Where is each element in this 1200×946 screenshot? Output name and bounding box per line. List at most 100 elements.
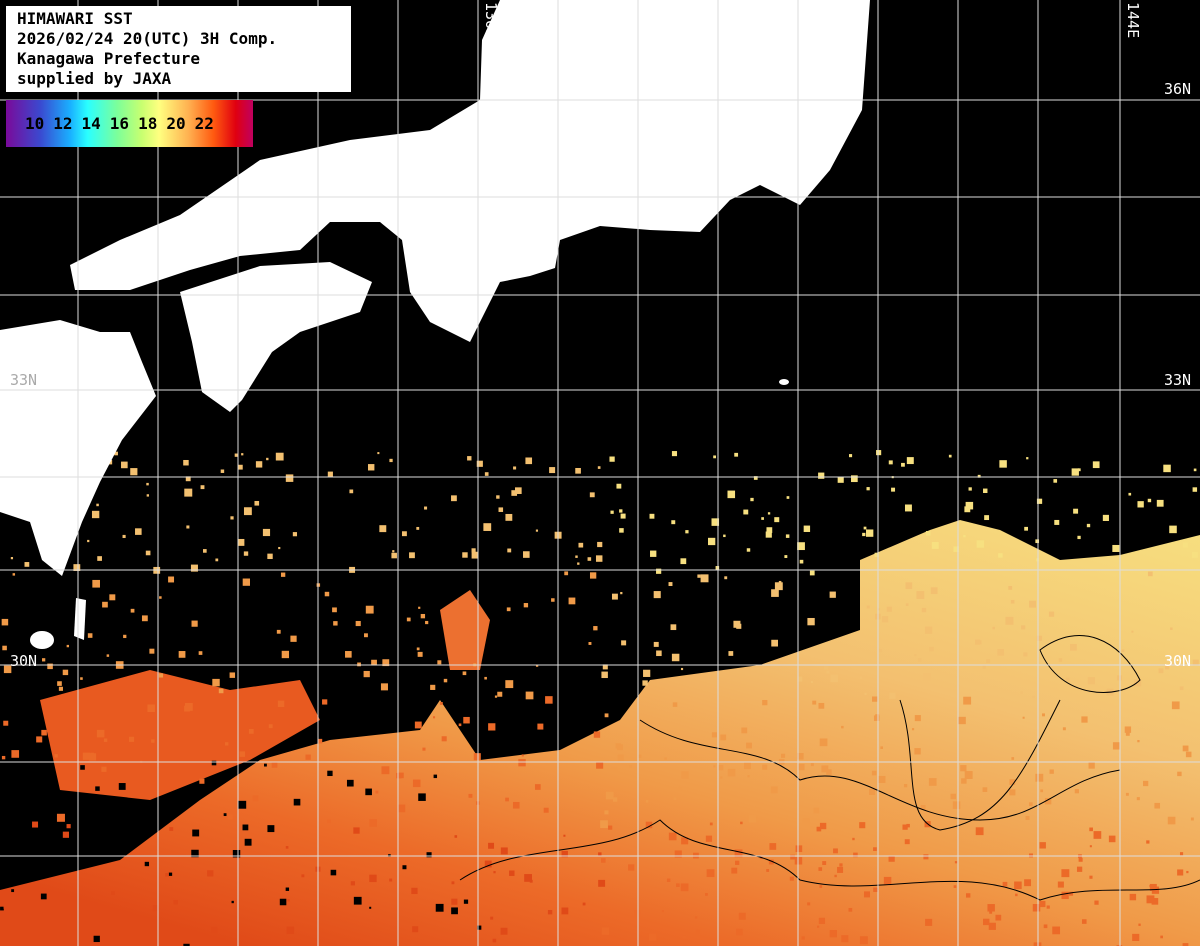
sst-pixel bbox=[1086, 523, 1091, 528]
sst-pixel bbox=[621, 640, 627, 646]
sst-pixel bbox=[1169, 525, 1177, 534]
sst-pixel bbox=[596, 761, 604, 769]
sst-pixel bbox=[402, 865, 407, 870]
sst-pixel bbox=[859, 676, 863, 680]
sst-pixel bbox=[169, 827, 174, 831]
sst-pixel bbox=[225, 742, 229, 746]
sst-pixel bbox=[670, 624, 677, 631]
sst-pixel bbox=[923, 673, 931, 682]
sst-pixel bbox=[1136, 797, 1140, 801]
sst-pixel bbox=[198, 651, 203, 655]
sst-pixel bbox=[547, 910, 553, 915]
sst-pixel bbox=[889, 692, 896, 699]
credit-line: supplied by JAXA bbox=[17, 69, 172, 88]
sst-pixel bbox=[230, 516, 234, 520]
sst-pixel bbox=[1074, 789, 1079, 794]
sst-pixel bbox=[715, 566, 720, 570]
sst-pixel bbox=[881, 616, 889, 623]
sst-pixel bbox=[771, 589, 779, 597]
sst-pixel bbox=[66, 644, 70, 648]
sst-pixel bbox=[1182, 745, 1189, 752]
land-izu-oshima bbox=[779, 379, 789, 385]
sst-pixel bbox=[872, 696, 878, 702]
sst-pixel bbox=[1112, 544, 1120, 552]
sst-pixel bbox=[494, 695, 498, 698]
sst-pixel bbox=[255, 461, 263, 468]
sst-pixel bbox=[1125, 792, 1129, 796]
sst-pixel bbox=[611, 593, 618, 600]
sst-pixel bbox=[628, 864, 635, 871]
sst-pixel bbox=[680, 558, 687, 565]
sst-pixel bbox=[620, 591, 623, 595]
sst-pixel bbox=[1094, 900, 1099, 905]
sst-pixel bbox=[1026, 457, 1029, 460]
sst-pixel bbox=[746, 548, 751, 552]
sst-pixel bbox=[718, 765, 724, 771]
sst-pixel bbox=[1036, 635, 1043, 641]
sst-pixel bbox=[463, 716, 470, 724]
sst-pixel bbox=[3, 720, 9, 726]
sst-pixel bbox=[87, 539, 90, 543]
sst-pixel bbox=[1077, 468, 1081, 472]
sst-pixel bbox=[271, 762, 278, 768]
sst-pixel bbox=[215, 558, 219, 562]
sst-pixel bbox=[1078, 857, 1083, 862]
sst-pixel bbox=[422, 747, 426, 751]
sst-pixel bbox=[595, 555, 603, 562]
sst-pixel bbox=[515, 487, 522, 494]
sst-pixel bbox=[287, 899, 290, 902]
sst-pixel bbox=[598, 879, 606, 887]
sst-pixel bbox=[518, 758, 526, 767]
sst-pixel bbox=[1131, 630, 1134, 633]
sst-pixel bbox=[24, 562, 30, 567]
sst-pixel bbox=[819, 738, 828, 747]
datetime-line: 2026/02/24 20(UTC) 3H Comp. bbox=[17, 29, 278, 48]
isotherm bbox=[1039, 635, 1141, 693]
sst-pixel bbox=[471, 548, 476, 553]
land-yakushima bbox=[30, 631, 54, 649]
sst-pixel bbox=[789, 876, 794, 881]
isotherm bbox=[639, 719, 1121, 821]
sst-pixel bbox=[602, 664, 608, 670]
sst-pixel bbox=[965, 501, 974, 510]
sst-pixel bbox=[809, 570, 815, 576]
sst-pixel bbox=[266, 457, 269, 461]
sst-pixel bbox=[66, 824, 71, 829]
sst-pixel bbox=[928, 778, 937, 786]
sst-pixel bbox=[95, 786, 100, 791]
sst-pixel bbox=[512, 801, 520, 809]
sst-pixel bbox=[997, 649, 1005, 656]
sst-pixel bbox=[211, 926, 218, 934]
sst-pixel bbox=[925, 531, 931, 536]
sst-pixel bbox=[873, 887, 878, 892]
sst-pixel bbox=[810, 763, 814, 767]
sst-pixel bbox=[483, 523, 492, 531]
sst-pixel bbox=[753, 476, 758, 480]
sst-pixel bbox=[463, 899, 469, 904]
sst-pixel bbox=[507, 548, 512, 553]
sst-pixel bbox=[866, 605, 870, 609]
sst-pixel bbox=[281, 650, 290, 659]
sst-pixel bbox=[1014, 881, 1022, 890]
sst-pixel bbox=[262, 528, 271, 537]
sst-pixel bbox=[525, 691, 534, 700]
sst-pixel bbox=[1112, 742, 1121, 750]
sst-pixel bbox=[734, 849, 743, 858]
sst-pixel bbox=[706, 869, 715, 878]
sst-pixel bbox=[103, 738, 108, 742]
sst-pixel bbox=[746, 742, 752, 749]
sst-pixel bbox=[275, 452, 284, 461]
sst-pixel bbox=[1039, 842, 1046, 849]
sst-pixel bbox=[888, 460, 893, 465]
sst-pixel bbox=[983, 918, 990, 926]
sst-pixel bbox=[604, 713, 609, 718]
sst-pixel bbox=[184, 488, 193, 497]
sst-pixel bbox=[1132, 933, 1140, 941]
sst-pixel bbox=[645, 800, 649, 803]
sst-pixel bbox=[826, 769, 832, 775]
sst-pixel bbox=[467, 456, 472, 461]
sst-pixel bbox=[561, 850, 568, 858]
sst-pixel bbox=[619, 509, 623, 513]
sst-pixel bbox=[862, 532, 866, 537]
sst-pixel bbox=[190, 564, 198, 572]
